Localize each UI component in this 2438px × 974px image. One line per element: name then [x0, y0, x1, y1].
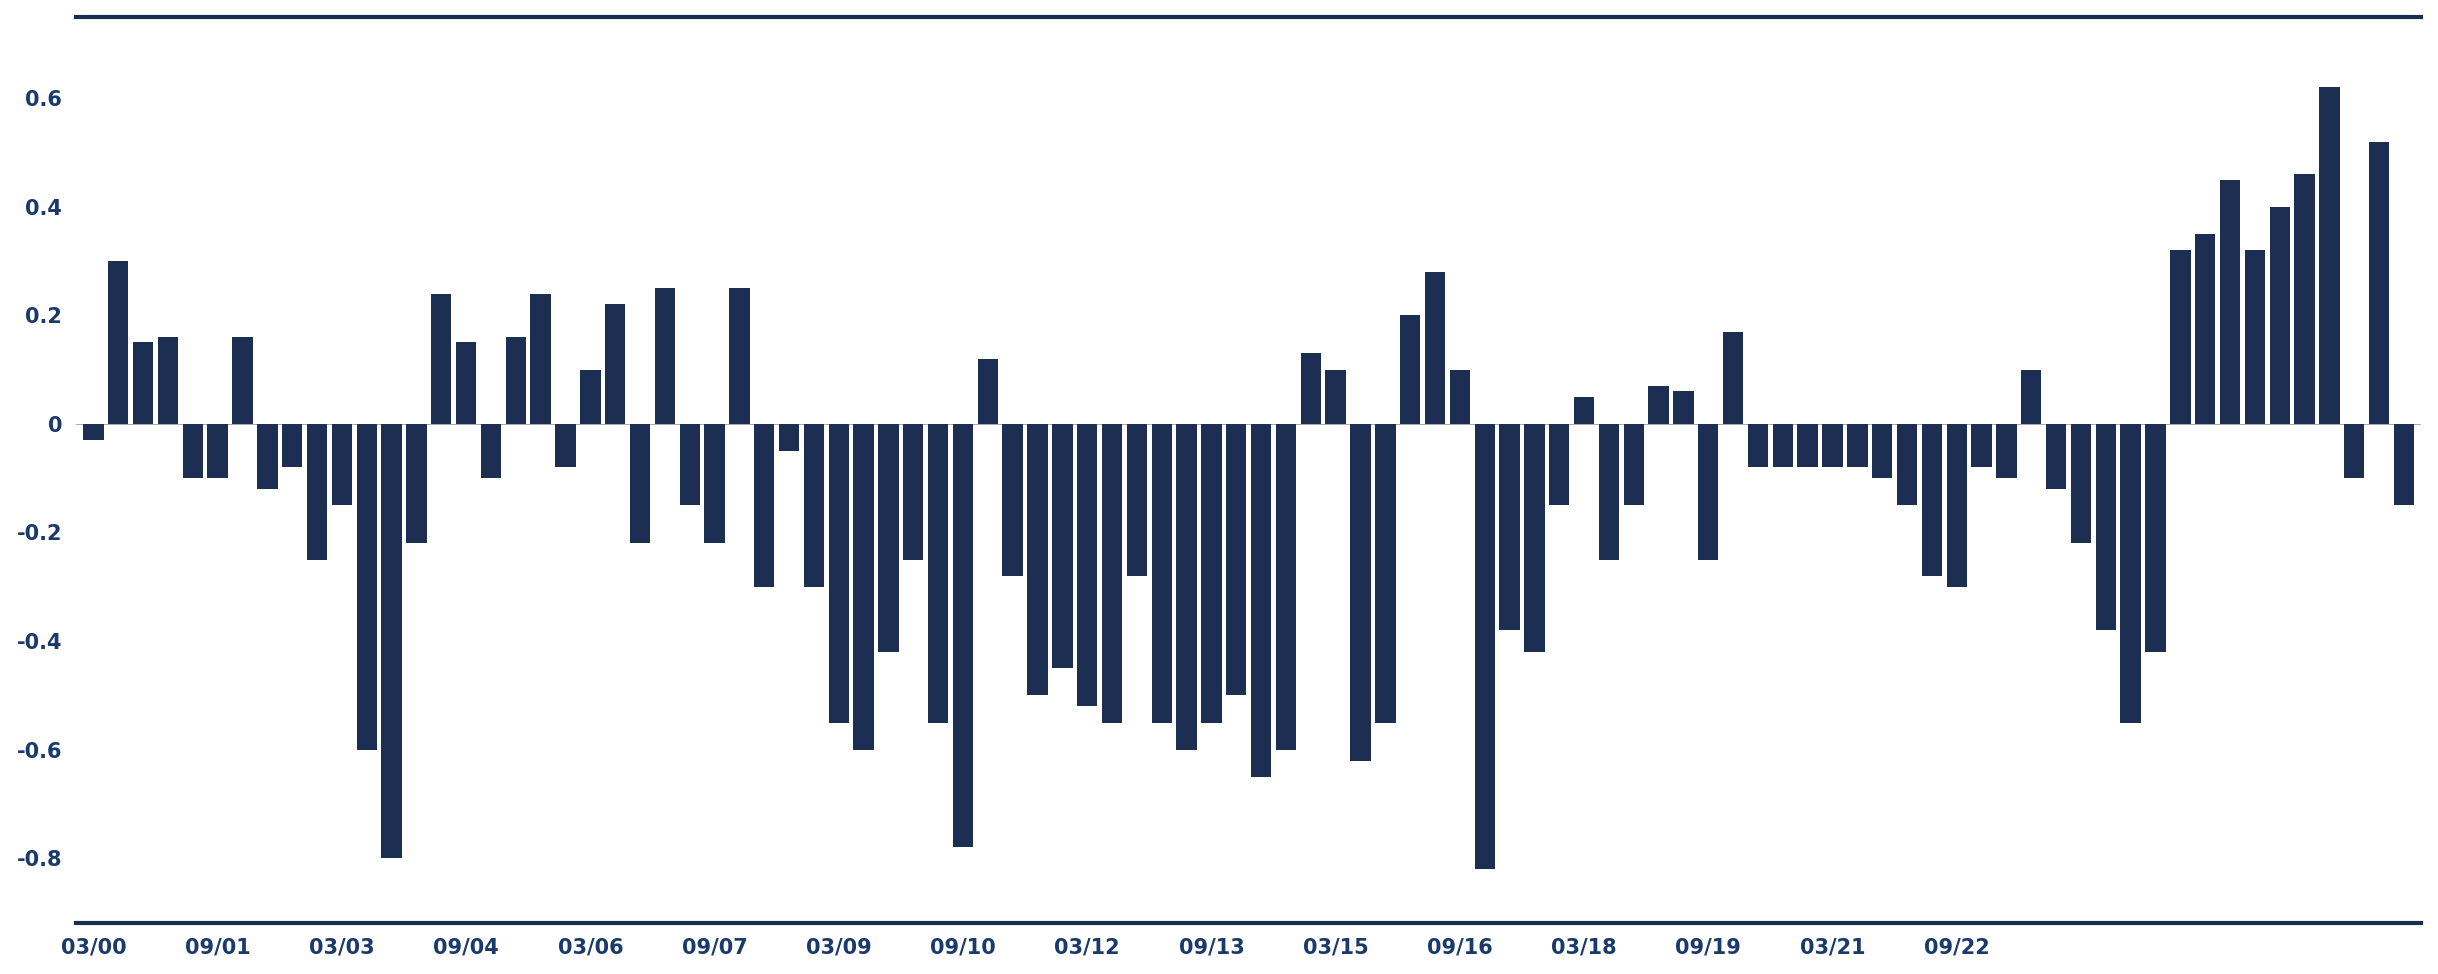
Bar	[283, 424, 302, 468]
Bar	[2070, 424, 2092, 543]
Bar	[1848, 424, 1868, 468]
Bar	[2097, 424, 2116, 630]
Bar	[1499, 424, 1519, 630]
Bar	[1921, 424, 1943, 576]
Bar	[332, 424, 351, 506]
Bar	[580, 369, 600, 424]
Bar	[1002, 424, 1024, 576]
Bar	[829, 424, 848, 723]
Bar	[1126, 424, 1148, 576]
Bar	[2170, 250, 2189, 424]
Bar	[1972, 424, 1992, 468]
Bar	[2343, 424, 2365, 478]
Bar	[1797, 424, 1819, 468]
Bar	[805, 424, 824, 586]
Bar	[1399, 316, 1421, 424]
Bar	[1202, 424, 1221, 723]
Bar	[134, 343, 154, 424]
Bar	[1424, 272, 1446, 424]
Bar	[2319, 88, 2340, 424]
Bar	[356, 424, 378, 750]
Bar	[505, 337, 527, 424]
Bar	[1772, 424, 1792, 468]
Bar	[1624, 424, 1643, 506]
Bar	[256, 424, 278, 489]
Bar	[680, 424, 700, 506]
Bar	[1897, 424, 1916, 506]
Bar	[953, 424, 973, 847]
Bar	[1451, 369, 1470, 424]
Bar	[1946, 424, 1967, 586]
Bar	[183, 424, 202, 478]
Bar	[705, 424, 724, 543]
Bar	[1748, 424, 1768, 468]
Bar	[605, 305, 627, 424]
Bar	[2294, 174, 2314, 424]
Bar	[1699, 424, 1719, 560]
Bar	[1078, 424, 1097, 706]
Bar	[307, 424, 327, 560]
Bar	[1724, 331, 1743, 424]
Bar	[1251, 424, 1270, 777]
Bar	[853, 424, 873, 750]
Bar	[1548, 424, 1570, 506]
Bar	[2245, 250, 2265, 424]
Bar	[2270, 206, 2289, 424]
Bar	[380, 424, 402, 858]
Bar	[1821, 424, 1843, 468]
Bar	[83, 424, 105, 440]
Bar	[158, 337, 178, 424]
Bar	[456, 343, 475, 424]
Bar	[1299, 354, 1321, 424]
Bar	[2045, 424, 2067, 489]
Bar	[2194, 234, 2216, 424]
Bar	[753, 424, 775, 586]
Bar	[1524, 424, 1546, 652]
Bar	[2121, 424, 2141, 723]
Bar	[1648, 386, 1668, 424]
Bar	[1997, 424, 2016, 478]
Bar	[2145, 424, 2165, 652]
Bar	[1102, 424, 1121, 723]
Bar	[1053, 424, 1073, 668]
Bar	[480, 424, 502, 478]
Bar	[929, 424, 948, 723]
Bar	[531, 293, 551, 424]
Bar	[878, 424, 900, 652]
Bar	[1475, 424, 1494, 869]
Bar	[656, 288, 675, 424]
Bar	[729, 288, 748, 424]
Bar	[2221, 179, 2241, 424]
Bar	[556, 424, 575, 468]
Bar	[107, 261, 129, 424]
Bar	[1275, 424, 1297, 750]
Bar	[1872, 424, 1892, 478]
Bar	[1226, 424, 1246, 695]
Bar	[407, 424, 427, 543]
Bar	[2370, 141, 2389, 424]
Bar	[902, 424, 924, 560]
Bar	[1326, 369, 1346, 424]
Bar	[1351, 424, 1370, 761]
Bar	[629, 424, 651, 543]
Bar	[432, 293, 451, 424]
Bar	[1575, 396, 1594, 424]
Bar	[1599, 424, 1619, 560]
Bar	[207, 424, 227, 478]
Bar	[2394, 424, 2414, 506]
Bar	[1375, 424, 1395, 723]
Bar	[1178, 424, 1197, 750]
Bar	[1151, 424, 1173, 723]
Bar	[778, 424, 800, 451]
Bar	[2021, 369, 2041, 424]
Bar	[978, 358, 997, 424]
Bar	[232, 337, 254, 424]
Bar	[1026, 424, 1048, 695]
Bar	[1672, 392, 1694, 424]
